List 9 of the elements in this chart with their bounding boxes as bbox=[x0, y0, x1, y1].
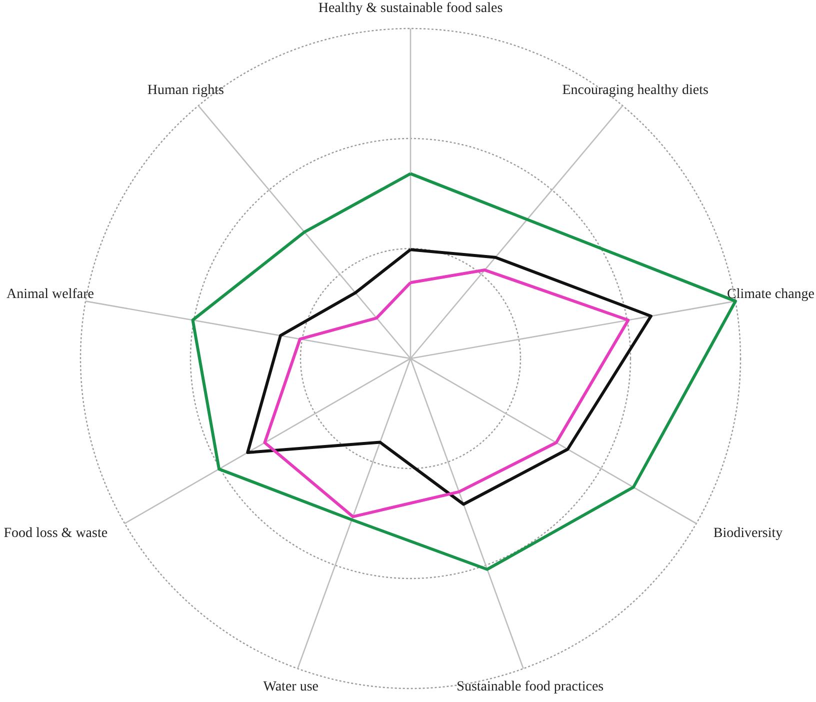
spoke-label: Food loss & waste bbox=[4, 526, 108, 541]
spoke-label: Encouraging healthy diets bbox=[562, 83, 708, 98]
spoke-label: Sustainable food practices bbox=[456, 680, 604, 695]
spoke-label: Human rights bbox=[147, 83, 224, 98]
spoke-label: Biodiversity bbox=[713, 526, 783, 541]
spoke-label: Healthy & sustainable food sales bbox=[318, 1, 503, 16]
spoke-label: Animal welfare bbox=[6, 287, 94, 302]
spoke-label: Climate change bbox=[727, 287, 815, 302]
spoke-label: Water use bbox=[263, 680, 318, 695]
